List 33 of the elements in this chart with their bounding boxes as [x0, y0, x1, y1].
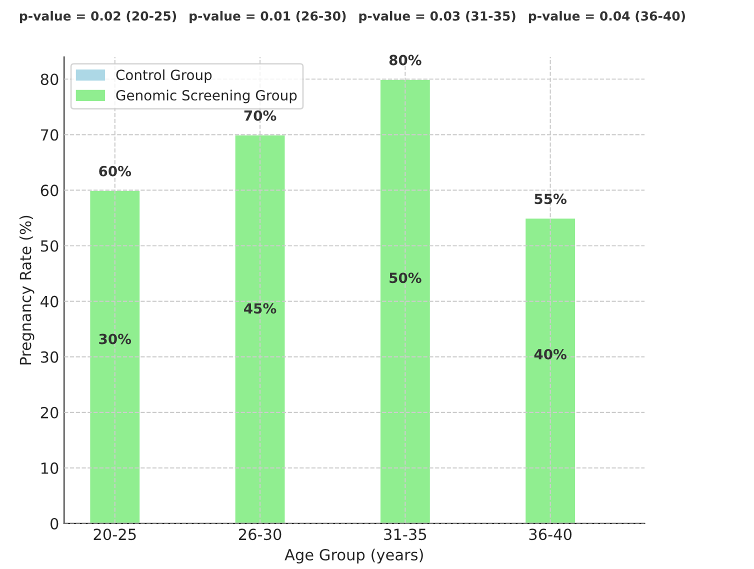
legend-label: Control Group	[116, 69, 212, 83]
y-tick-label: 40	[40, 296, 58, 308]
annotation: 50%	[390, 272, 422, 284]
data-label: 55%	[534, 194, 567, 204]
x-tick-label: 20-25	[94, 528, 136, 540]
text: p-value = 0.01 (26-30)	[190, 11, 346, 24]
annotation: 40%	[534, 348, 567, 360]
bar	[524, 217, 576, 524]
y-tick-label: 0	[50, 518, 58, 530]
y-tick-label: 20	[40, 406, 58, 418]
data-label: 80%	[389, 54, 422, 66]
y-tick-label: 50	[40, 240, 58, 252]
x-tick-label: 26-30	[238, 528, 282, 540]
y-tick-label: 30	[40, 351, 58, 363]
annotation: 30%	[99, 334, 132, 344]
x-tick-label: 36-40	[529, 528, 572, 540]
bar	[379, 78, 432, 524]
y-tick-label: 10	[41, 462, 58, 474]
y-axis-title: Pregnancy Rate (%)	[19, 216, 34, 364]
bar	[88, 190, 141, 524]
text: p-value = 0.03 (31-35)	[359, 11, 516, 24]
bar	[234, 134, 286, 524]
x-tick-label: 31-35	[384, 528, 426, 540]
data-label: 60%	[99, 166, 132, 176]
legend-label: Genomic Screening Group	[116, 90, 297, 104]
annotation: 45%	[244, 303, 276, 314]
text: p-value = 0.04 (36-40)	[528, 11, 685, 24]
y-tick-label: 80	[40, 74, 58, 86]
y-tick-label: 70	[41, 129, 58, 141]
text: p-value = 0.02 (20-25)	[20, 11, 176, 24]
data-label: 70%	[244, 110, 276, 121]
x-axis-title: Age Group (years)	[284, 548, 423, 564]
y-tick-label: 60	[40, 184, 58, 196]
